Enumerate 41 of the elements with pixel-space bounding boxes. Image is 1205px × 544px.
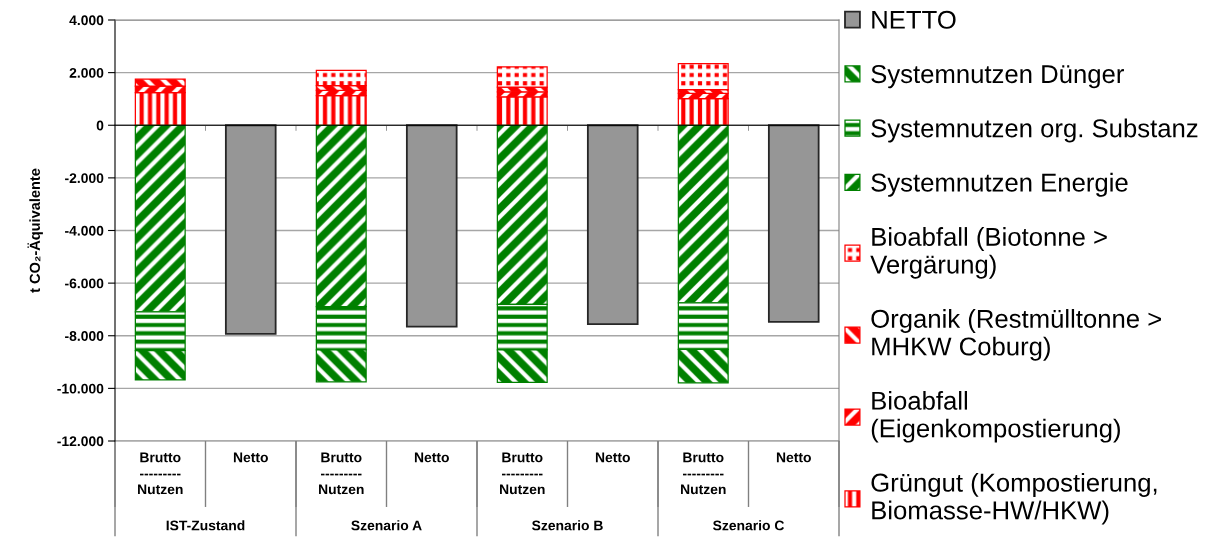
bar (677, 63, 729, 91)
x-tick-label: Netto (233, 452, 268, 463)
y-tick-label: -10.000 (57, 383, 104, 394)
legend-label: Grüngut (Kompostierung, Biomasse-HW/HKW) (871, 472, 1157, 525)
x-tick-label: Brutto --------- Nutzen (319, 452, 364, 495)
legend-label: Systemnutzen Dünger (871, 64, 1124, 89)
legend-label: Systemnutzen org. Substanz (871, 118, 1198, 143)
bar (315, 69, 367, 87)
bar (677, 98, 729, 126)
y-tick-label: 4.000 (69, 15, 104, 26)
legend-label: Bioabfall (Eigenkompostierung) (871, 390, 1120, 443)
y-tick-label: 2.000 (69, 67, 104, 78)
bar (405, 124, 458, 328)
text: IST-Zustand (166, 520, 245, 531)
x-tick-label: Netto (776, 452, 811, 463)
x-tick-label: Netto (414, 452, 449, 463)
x-tick-label: Netto (595, 452, 630, 463)
x-tick-label: Brutto --------- Nutzen (138, 452, 183, 495)
bar (496, 96, 548, 126)
y-tick-label: 0 (96, 120, 104, 131)
bar (767, 124, 820, 323)
bar (134, 91, 186, 126)
bar (224, 124, 277, 335)
y-tick-label: -2.000 (65, 173, 104, 184)
text: Szenario C (713, 520, 785, 531)
bar (586, 124, 639, 326)
legend-label: Systemnutzen Energie (871, 172, 1128, 197)
text: Szenario A (351, 520, 422, 531)
legend-label: Organik (Restmülltonne > MHKW Coburg) (871, 309, 1161, 361)
bar (496, 66, 548, 88)
legend-label: Bioabfall (Biotonne > Vergärung) (870, 227, 1107, 279)
x-tick-label: Brutto --------- Nutzen (500, 452, 545, 495)
bar (315, 94, 367, 126)
y-tick-label: -12.000 (57, 436, 104, 447)
legend-label: NETTO (872, 10, 956, 29)
y-tick-label: -8.000 (65, 331, 104, 341)
y-tick-label: -4.000 (65, 225, 104, 236)
x-tick-label: Brutto --------- Nutzen (681, 452, 726, 495)
y-tick-label: -6.000 (65, 278, 104, 289)
y-axis-title: t CO₂-Äquivalente (27, 168, 43, 293)
text: Szenario B (532, 520, 603, 531)
